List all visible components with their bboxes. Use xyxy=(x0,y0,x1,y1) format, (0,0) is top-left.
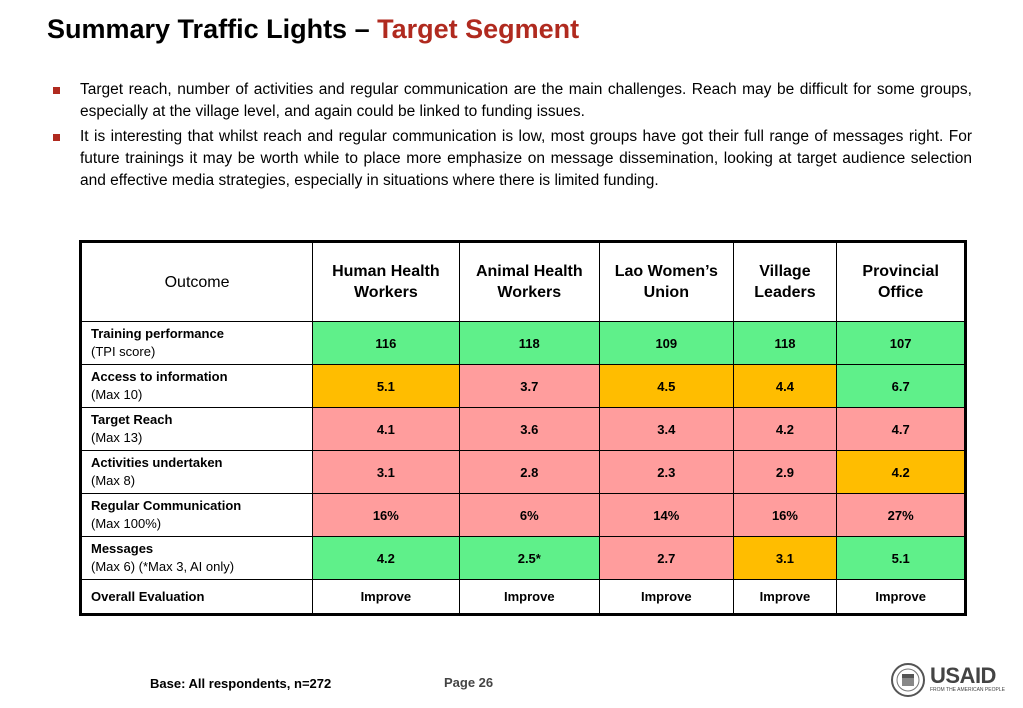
traffic-light-cell: 16% xyxy=(732,493,838,537)
traffic-light-cell: 27% xyxy=(836,493,966,537)
table-body: Training performance (TPI score) 116 118 109… xyxy=(79,321,966,615)
row-label-main: Target Reach xyxy=(91,412,173,427)
traffic-light-cell: 3.6 xyxy=(458,407,601,451)
usaid-logo: USAID FROM THE AMERICAN PEOPLE xyxy=(890,662,1006,698)
logo-tagline: FROM THE AMERICAN PEOPLE xyxy=(930,687,1005,693)
table-row: Access to information (Max 10) 5.1 3.7 4.5 4.… xyxy=(79,364,966,408)
table-cell: Improve xyxy=(312,579,460,615)
footer-base-note: Base: All respondents, n=272 xyxy=(150,676,332,691)
column-header: Animal Health Workers xyxy=(458,241,601,322)
row-label-sub: (Max 8) xyxy=(91,473,136,488)
traffic-light-cell: 118 xyxy=(458,321,601,365)
row-label: Regular Communication (Max 100%) xyxy=(79,493,314,537)
row-label-main: Regular Communication xyxy=(91,498,242,513)
table-row: Activities undertaken (Max 8) 3.1 2.8 2.3 2.9… xyxy=(79,450,966,494)
column-header: Human Health Workers xyxy=(312,241,460,322)
row-label: Activities undertaken (Max 8) xyxy=(79,450,314,494)
table-row: Training performance (TPI score) 116 118 109… xyxy=(79,321,966,365)
row-label-sub: (Max 10) xyxy=(91,387,143,402)
column-header: Lao Women’s Union xyxy=(599,241,734,322)
traffic-light-cell: 5.1 xyxy=(836,536,966,580)
traffic-light-cell: 4.2 xyxy=(836,450,966,494)
row-label: Training performance (TPI score) xyxy=(79,321,314,365)
column-header: Village Leaders xyxy=(732,241,838,322)
traffic-light-cell: 107 xyxy=(836,321,966,365)
title-main: Summary Traffic Lights – xyxy=(47,14,378,44)
usaid-seal-icon xyxy=(891,663,925,697)
overall-row: Overall Evaluation Improve Improve Impro… xyxy=(79,579,966,615)
traffic-light-cell: 4.2 xyxy=(732,407,838,451)
row-label-sub: (Max 13) xyxy=(91,430,143,445)
traffic-light-cell: 3.1 xyxy=(312,450,460,494)
traffic-light-cell: 5.1 xyxy=(312,364,460,408)
row-label: Access to information (Max 10) xyxy=(79,364,314,408)
table-cell: Improve xyxy=(458,579,601,615)
title-accent: Target Segment xyxy=(377,14,580,44)
bullet-text: Target reach, number of activities and r… xyxy=(80,81,972,120)
traffic-light-cell: 2.5* xyxy=(458,536,601,580)
bullet-item: Target reach, number of activities and r… xyxy=(47,79,972,123)
bullet-text: It is interesting that whilst reach and … xyxy=(80,128,972,189)
column-header: Outcome xyxy=(79,241,314,322)
traffic-light-cell: 116 xyxy=(312,321,460,365)
traffic-light-cell: 4.7 xyxy=(836,407,966,451)
traffic-light-cell: 2.9 xyxy=(732,450,838,494)
table-cell: Improve xyxy=(599,579,734,615)
table-row: Regular Communication (Max 100%) 16% 6% 14% 1… xyxy=(79,493,966,537)
bullet-list: Target reach, number of activities and r… xyxy=(47,79,972,195)
table-row: Target Reach (Max 13) 4.1 3.6 3.4 4.2 4.7 xyxy=(79,407,966,451)
bullet-item: It is interesting that whilst reach and … xyxy=(47,126,972,192)
row-label: Target Reach (Max 13) xyxy=(79,407,314,451)
traffic-light-cell: 6.7 xyxy=(836,364,966,408)
bullet-square-icon xyxy=(53,134,60,141)
traffic-light-cell: 2.7 xyxy=(599,536,734,580)
row-label-main: Training performance xyxy=(91,326,224,341)
column-header: Provincial Office xyxy=(836,241,966,322)
row-label: Overall Evaluation xyxy=(79,579,314,615)
traffic-lights-table: Outcome Human Health Workers Animal Heal… xyxy=(79,240,967,616)
traffic-light-cell: 4.2 xyxy=(312,536,460,580)
row-label-main: Messages xyxy=(91,541,154,556)
traffic-light-cell: 3.1 xyxy=(732,536,838,580)
table-row: Messages (Max 6) (*Max 3, AI only) 4.2 2.5*… xyxy=(79,536,966,580)
row-label: Messages (Max 6) (*Max 3, AI only) xyxy=(79,536,314,580)
row-label-sub: (Max 6) (*Max 3, AI only) xyxy=(91,559,235,574)
row-label-sub: (Max 100%) xyxy=(91,516,162,531)
row-label-sub: (TPI score) xyxy=(91,344,156,359)
traffic-light-cell: 4.1 xyxy=(312,407,460,451)
page-title: Summary Traffic Lights – Target Segment xyxy=(47,14,579,45)
traffic-light-cell: 2.3 xyxy=(599,450,734,494)
traffic-light-cell: 109 xyxy=(599,321,734,365)
traffic-light-cell: 3.4 xyxy=(599,407,734,451)
table-cell: Improve xyxy=(836,579,966,615)
traffic-light-cell: 14% xyxy=(599,493,734,537)
logo-wordmark: USAID xyxy=(930,663,996,688)
table-cell: Improve xyxy=(732,579,838,615)
traffic-light-cell: 4.5 xyxy=(599,364,734,408)
header-row: Outcome Human Health Workers Animal Heal… xyxy=(79,241,966,322)
traffic-light-cell: 4.4 xyxy=(732,364,838,408)
traffic-light-cell: 16% xyxy=(312,493,460,537)
page-number: Page 26 xyxy=(444,675,494,690)
row-label-main: Access to information xyxy=(91,369,228,384)
traffic-light-cell: 118 xyxy=(732,321,838,365)
traffic-light-cell: 3.7 xyxy=(458,364,601,408)
row-label-main: Activities undertaken xyxy=(91,455,223,470)
bullet-square-icon xyxy=(53,87,60,94)
traffic-light-cell: 2.8 xyxy=(458,450,601,494)
traffic-light-cell: 6% xyxy=(458,493,601,537)
